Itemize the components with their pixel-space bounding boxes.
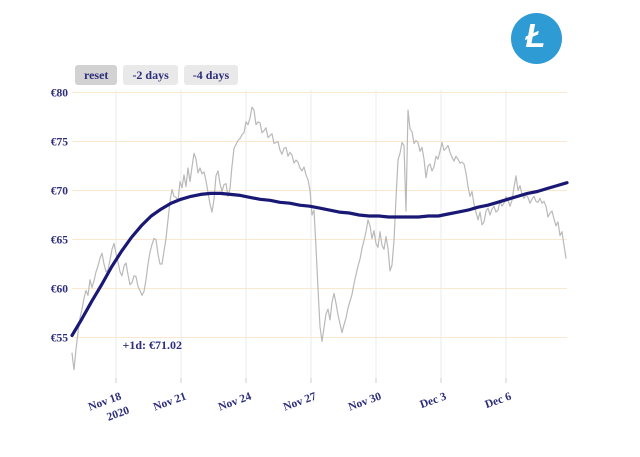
litecoin-glyph-icon: Ł: [525, 16, 546, 54]
chart-toolbar: reset -2 days -4 days: [75, 65, 239, 85]
y-axis-tick-label: €75: [51, 137, 69, 149]
plot-area[interactable]: [72, 90, 567, 378]
reset-button[interactable]: reset: [75, 65, 118, 85]
y-axis-tick-label: €65: [51, 235, 69, 247]
y-axis-tick-label: €60: [51, 284, 69, 296]
y-axis-tick-label: €55: [51, 333, 69, 345]
x-axis-tick-label: Nov 30: [347, 390, 383, 413]
x-axis-tick-label: Nov 27: [282, 390, 318, 413]
x-axis-year-label: 2020: [105, 404, 131, 423]
x-axis-tick-label: Nov 24: [217, 390, 253, 413]
x-axis-tick-label: Dec 3: [418, 390, 448, 411]
minus-4-days-button[interactable]: -4 days: [183, 65, 239, 85]
ltc-eur-price-line: [71, 106, 567, 371]
trend-forecast-line: [70, 181, 569, 338]
minus-2-days-button[interactable]: -2 days: [123, 65, 178, 85]
y-axis-tick-label: €80: [51, 88, 69, 100]
x-axis-tick-label: Dec 6: [483, 390, 513, 411]
x-axis-tick-label: Nov 21: [152, 390, 188, 413]
y-axis-tick-label: €70: [51, 186, 69, 198]
prediction-annotation: +1d: €71.02: [122, 337, 183, 352]
litecoin-logo: Ł: [511, 13, 562, 64]
